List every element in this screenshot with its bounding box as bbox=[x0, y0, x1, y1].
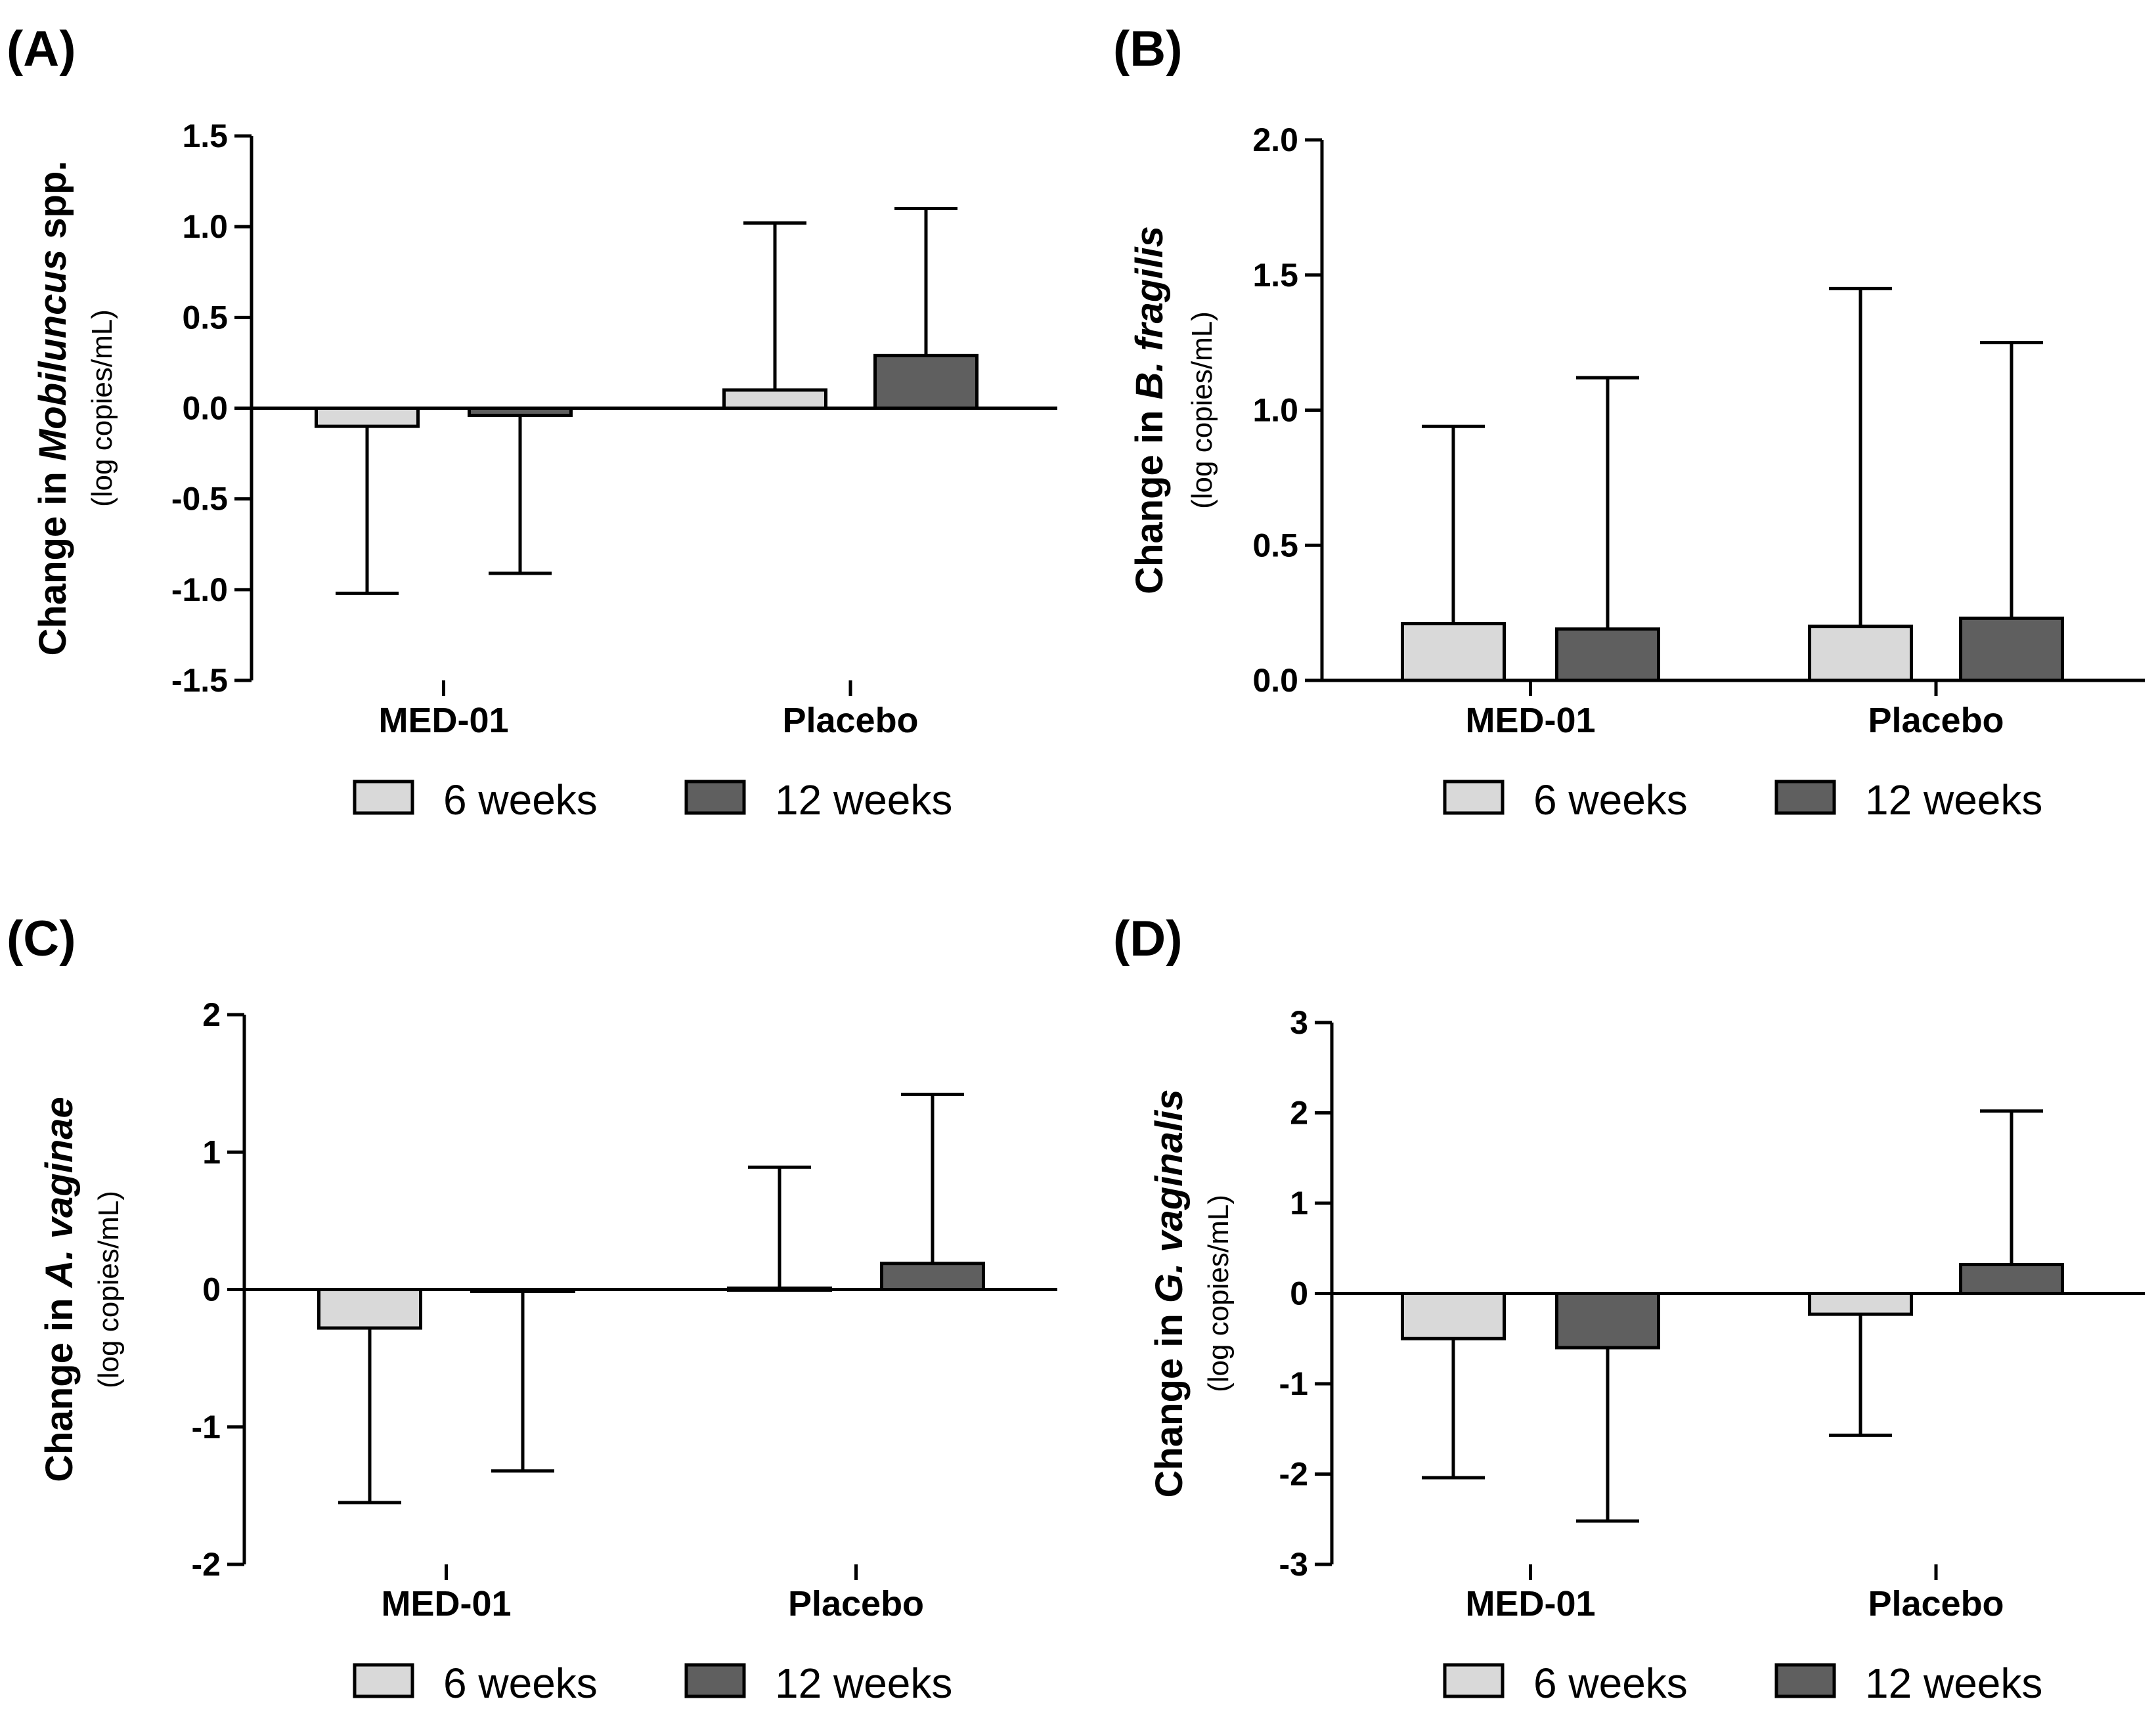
legend-label: 6 weeks bbox=[1533, 1660, 1688, 1707]
panel-label: (D) bbox=[1113, 911, 1183, 967]
y-tick-label: 1 bbox=[1290, 1185, 1308, 1222]
category-label: MED-01 bbox=[378, 701, 508, 740]
y-tick-label: 0.5 bbox=[182, 299, 228, 336]
category-label: Placebo bbox=[788, 1584, 924, 1623]
y-axis-units: (log copies/mL) bbox=[1202, 1195, 1235, 1392]
y-tick-label: 1 bbox=[202, 1134, 221, 1170]
legend-swatch bbox=[353, 780, 414, 815]
bar bbox=[873, 353, 979, 410]
chart-panel-d: (D) -3 -2 -1 0 1 2 3 MED-01 Placebo Change in G. v… bbox=[1113, 911, 2145, 1707]
y-tick-label: 2 bbox=[202, 996, 221, 1033]
y-axis-title: Change in G. vaginalis bbox=[1148, 1089, 1191, 1497]
legend-swatch bbox=[1774, 1663, 1836, 1698]
legend: 6 weeks 12 weeks bbox=[353, 1660, 952, 1707]
y-tick-label: -1 bbox=[1279, 1365, 1308, 1402]
bar bbox=[1808, 625, 1913, 682]
y-tick-label: 1.5 bbox=[182, 118, 228, 154]
legend-label: 12 weeks bbox=[1865, 776, 2042, 824]
y-tick-label: -0.5 bbox=[171, 481, 228, 518]
y-tick-label: 0.0 bbox=[1252, 662, 1298, 699]
bar bbox=[1959, 616, 2064, 682]
panel-label: (C) bbox=[7, 911, 76, 967]
y-tick-label: 0 bbox=[202, 1271, 221, 1308]
legend-label: 6 weeks bbox=[443, 1660, 598, 1707]
bar bbox=[1555, 627, 1660, 682]
category-label: Placebo bbox=[1868, 701, 2004, 740]
bar bbox=[315, 407, 420, 428]
y-tick-label: 1.0 bbox=[182, 208, 228, 245]
legend-swatch bbox=[684, 1663, 746, 1698]
bar bbox=[468, 407, 573, 418]
chart-panel-b: (B) 0.0 0.5 1.0 1.5 2.0 MED-01 Placebo Change in… bbox=[1113, 21, 2145, 824]
y-axis-title-prefix: Change in bbox=[38, 1287, 81, 1482]
legend-label: 6 weeks bbox=[1533, 776, 1688, 824]
y-axis-title-prefix: Change in bbox=[1128, 399, 1171, 594]
y-tick-label: -1.5 bbox=[171, 662, 228, 699]
y-axis-title-organism: A. vaginae bbox=[38, 1097, 81, 1289]
category-label: MED-01 bbox=[1465, 1584, 1595, 1623]
bar bbox=[1401, 1292, 1506, 1340]
legend-label: 12 weeks bbox=[775, 1660, 952, 1707]
y-axis-title: Change in A. vaginae bbox=[38, 1097, 81, 1482]
y-axis-title-organism: Mobiluncus bbox=[32, 250, 74, 461]
legend: 6 weeks 12 weeks bbox=[1443, 1660, 2042, 1707]
y-tick-label: 0 bbox=[1290, 1275, 1308, 1312]
category-label: Placebo bbox=[1868, 1584, 2004, 1623]
y-axis-units: (log copies/mL) bbox=[86, 309, 118, 507]
legend-swatch bbox=[1443, 1663, 1505, 1698]
y-tick-label: 1.5 bbox=[1252, 257, 1298, 294]
bar bbox=[317, 1288, 422, 1330]
y-axis-title-prefix: Change in bbox=[1148, 1303, 1191, 1497]
chart-panel-c: (C) -2 -1 0 1 2 MED-01 Placebo Change in A. vagi… bbox=[7, 911, 1057, 1707]
y-axis-units: (log copies/mL) bbox=[1186, 311, 1218, 509]
y-axis-units: (log copies/mL) bbox=[93, 1191, 125, 1388]
y-tick-label: -1.0 bbox=[171, 571, 228, 608]
category-label: MED-01 bbox=[381, 1584, 511, 1623]
y-tick-label: 0.5 bbox=[1252, 527, 1298, 563]
y-tick-label: 1.0 bbox=[1252, 392, 1298, 429]
y-axis-title-organism: B. fragilis bbox=[1128, 226, 1171, 399]
legend-swatch bbox=[1774, 780, 1836, 815]
y-axis-title-organism: G. vaginalis bbox=[1148, 1089, 1191, 1303]
y-axis-title-prefix: Change in bbox=[32, 461, 74, 655]
y-tick-label: -3 bbox=[1279, 1546, 1308, 1583]
legend-label: 12 weeks bbox=[1865, 1660, 2042, 1707]
bar bbox=[1555, 1292, 1660, 1350]
y-tick-label: -2 bbox=[1279, 1456, 1308, 1493]
bar bbox=[1959, 1263, 2064, 1295]
y-tick-label: -1 bbox=[192, 1409, 221, 1446]
panel-label: (B) bbox=[1113, 21, 1183, 77]
y-axis-title: Change in Mobiluncus spp. bbox=[32, 160, 74, 655]
y-tick-label: -2 bbox=[192, 1546, 221, 1583]
bar bbox=[727, 1286, 832, 1292]
bar bbox=[722, 388, 827, 410]
y-axis-title: Change in B. fragilis bbox=[1128, 226, 1171, 594]
legend-swatch bbox=[684, 780, 746, 815]
panel-label: (A) bbox=[7, 21, 76, 77]
y-axis-title-suffix: spp. bbox=[32, 160, 74, 249]
y-tick-label: 0.0 bbox=[182, 390, 228, 427]
bar bbox=[470, 1288, 575, 1293]
bar bbox=[1808, 1292, 1913, 1316]
legend-swatch bbox=[353, 1663, 414, 1698]
bar bbox=[880, 1262, 985, 1292]
legend-label: 6 weeks bbox=[443, 776, 598, 824]
y-tick-label: 3 bbox=[1290, 1004, 1308, 1041]
category-label: MED-01 bbox=[1465, 701, 1595, 740]
y-tick-label: 2.0 bbox=[1252, 121, 1298, 158]
legend-swatch bbox=[1443, 780, 1505, 815]
legend: 6 weeks 12 weeks bbox=[353, 776, 952, 824]
chart-panel-a: (A) -1.5 -1.0 -0.5 0.0 0.5 1.0 1.5 MED-01 Placebo… bbox=[7, 21, 1057, 824]
bar bbox=[1401, 622, 1506, 682]
y-tick-label: 2 bbox=[1290, 1095, 1308, 1132]
category-label: Placebo bbox=[782, 701, 918, 740]
legend-label: 12 weeks bbox=[775, 776, 952, 824]
legend: 6 weeks 12 weeks bbox=[1443, 776, 2042, 824]
